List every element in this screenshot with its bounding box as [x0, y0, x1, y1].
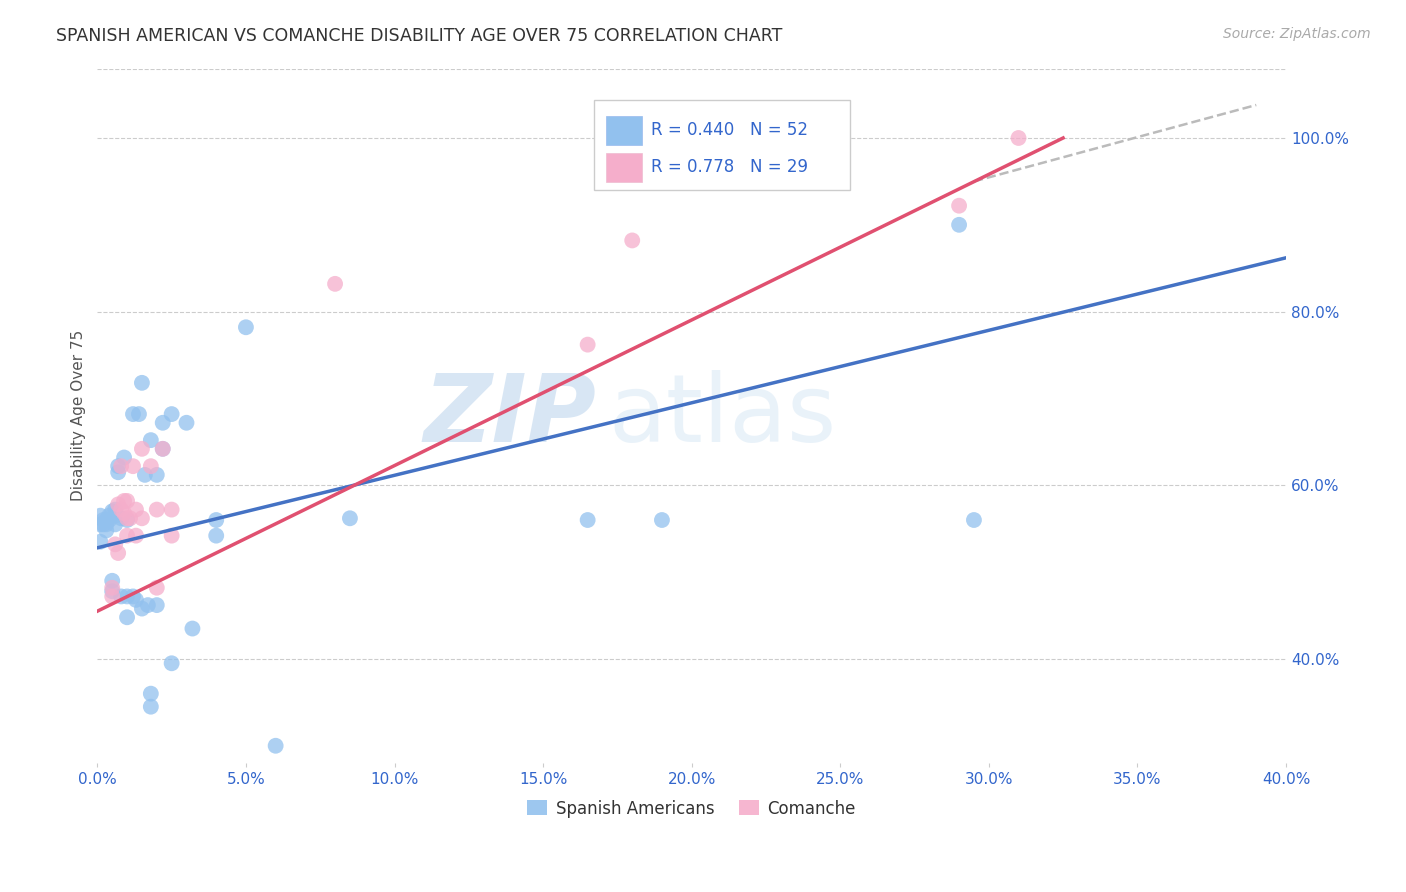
- Point: [131, 376, 153, 390]
- Point: [104, 508, 127, 523]
- FancyBboxPatch shape: [595, 100, 849, 190]
- Point: [160, 502, 183, 516]
- Point: [651, 513, 673, 527]
- Point: [131, 511, 153, 525]
- Point: [131, 601, 153, 615]
- Point: [146, 581, 169, 595]
- Point: [146, 467, 169, 482]
- Point: [125, 528, 148, 542]
- Point: [205, 528, 228, 542]
- Point: [91, 517, 114, 532]
- Point: [89, 534, 111, 549]
- Text: atlas: atlas: [609, 370, 837, 462]
- Point: [125, 593, 148, 607]
- Point: [139, 433, 162, 447]
- Point: [107, 497, 129, 511]
- Point: [139, 687, 162, 701]
- Point: [125, 502, 148, 516]
- Point: [181, 622, 204, 636]
- Point: [89, 508, 111, 523]
- Point: [948, 199, 970, 213]
- Text: SPANISH AMERICAN VS COMANCHE DISABILITY AGE OVER 75 CORRELATION CHART: SPANISH AMERICAN VS COMANCHE DISABILITY …: [56, 27, 783, 45]
- Point: [107, 546, 129, 560]
- Point: [621, 234, 644, 248]
- Point: [128, 407, 150, 421]
- Point: [160, 407, 183, 421]
- Point: [139, 459, 162, 474]
- Point: [110, 502, 132, 516]
- Point: [146, 598, 169, 612]
- Point: [115, 610, 138, 624]
- Point: [948, 218, 970, 232]
- Point: [122, 407, 145, 421]
- Point: [101, 590, 124, 604]
- Point: [104, 517, 127, 532]
- Point: [115, 494, 138, 508]
- Point: [235, 320, 257, 334]
- Point: [107, 459, 129, 474]
- Point: [104, 537, 127, 551]
- FancyBboxPatch shape: [606, 153, 641, 182]
- Point: [176, 416, 198, 430]
- Point: [146, 502, 169, 516]
- Point: [110, 590, 132, 604]
- Point: [98, 513, 121, 527]
- Point: [1007, 131, 1029, 145]
- Point: [134, 467, 156, 482]
- Point: [152, 442, 174, 456]
- Point: [152, 442, 174, 456]
- Point: [576, 337, 599, 351]
- Point: [131, 442, 153, 456]
- Point: [104, 502, 127, 516]
- Point: [205, 513, 228, 527]
- Point: [118, 511, 141, 525]
- Point: [91, 513, 114, 527]
- Point: [112, 506, 135, 520]
- Point: [136, 598, 159, 612]
- Text: R = 0.778   N = 29: R = 0.778 N = 29: [651, 158, 808, 176]
- Point: [264, 739, 287, 753]
- Point: [101, 581, 124, 595]
- Point: [96, 524, 118, 538]
- Point: [160, 657, 183, 671]
- FancyBboxPatch shape: [606, 116, 641, 145]
- Point: [115, 528, 138, 542]
- Point: [101, 584, 124, 599]
- Point: [576, 513, 599, 527]
- Point: [115, 590, 138, 604]
- Text: R = 0.440   N = 52: R = 0.440 N = 52: [651, 121, 808, 139]
- Point: [98, 508, 121, 523]
- Point: [110, 511, 132, 525]
- Point: [110, 459, 132, 474]
- Point: [122, 590, 145, 604]
- Point: [115, 513, 138, 527]
- Point: [112, 450, 135, 465]
- Point: [339, 511, 361, 525]
- Point: [963, 513, 986, 527]
- Text: Source: ZipAtlas.com: Source: ZipAtlas.com: [1223, 27, 1371, 41]
- Legend: Spanish Americans, Comanche: Spanish Americans, Comanche: [520, 793, 863, 824]
- Point: [139, 699, 162, 714]
- Point: [89, 517, 111, 532]
- Point: [107, 465, 129, 479]
- Point: [101, 504, 124, 518]
- Text: ZIP: ZIP: [423, 370, 596, 462]
- Point: [101, 574, 124, 588]
- Point: [152, 416, 174, 430]
- Point: [122, 459, 145, 474]
- Y-axis label: Disability Age Over 75: Disability Age Over 75: [72, 330, 86, 501]
- Point: [112, 494, 135, 508]
- Point: [115, 511, 138, 525]
- Point: [323, 277, 346, 291]
- Point: [96, 513, 118, 527]
- Point: [96, 517, 118, 532]
- Point: [160, 528, 183, 542]
